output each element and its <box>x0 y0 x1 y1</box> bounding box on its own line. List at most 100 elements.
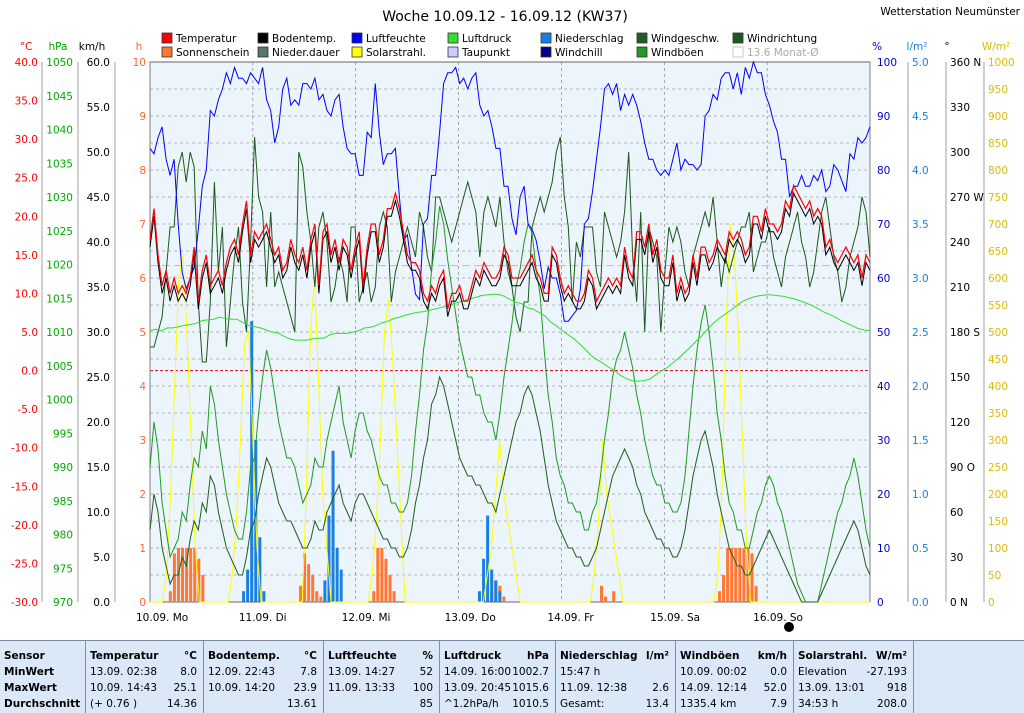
sunshine-bar <box>730 548 734 602</box>
rain-bar <box>490 569 494 602</box>
series-line-solarstrahl <box>150 223 870 603</box>
direction-tick-label: 60 <box>950 507 963 519</box>
hours-tick-label: 9 <box>139 111 146 123</box>
sunshine-bar <box>376 548 380 602</box>
sunshine-bar <box>311 575 315 602</box>
pressure-tick-label: 1020 <box>46 260 73 272</box>
table-cell: MinWert <box>4 666 55 678</box>
table-cell <box>79 680 85 696</box>
direction-tick-label: 270 W <box>950 192 984 204</box>
direction-tick-label: 0 N <box>950 597 968 609</box>
series-line-luftfeuchte <box>149 60 871 322</box>
solar-tick-label: 550 <box>988 300 1008 312</box>
table-cell: 15:47 h <box>560 666 601 678</box>
pressure-tick-label: 995 <box>53 428 73 440</box>
table-cell: l/m² <box>646 650 669 662</box>
humidity-tick-label: 40 <box>877 381 890 393</box>
legend-swatch <box>161 32 173 44</box>
rain-bar <box>250 321 254 602</box>
table-row: 12.09. 22:43 7.8 <box>208 664 323 680</box>
table-cell: 100 <box>412 682 433 694</box>
temp-tick-label: 30.0 <box>15 134 38 146</box>
solar-tick-label: 450 <box>988 354 1008 366</box>
legend-label: Luftdruck <box>462 33 512 45</box>
table-cell: 52 <box>419 666 433 678</box>
table-cell: 1002.7 <box>512 666 549 678</box>
wind-tick-label: 50.0 <box>87 147 110 159</box>
legend-swatch <box>540 46 552 58</box>
rain-bar <box>494 580 498 602</box>
temp-tick-label: -15.0 <box>11 481 38 493</box>
series-line-bodentemp <box>149 191 871 317</box>
direction-tick-label: 360 N <box>950 57 981 69</box>
legend-label: Windgeschw. <box>651 33 719 45</box>
sunshine-bar <box>172 553 176 602</box>
table-row: 13.61 <box>208 696 323 712</box>
humidity-tick-label: 90 <box>877 111 890 123</box>
pressure-tick-label: 1010 <box>46 327 73 339</box>
pressure-tick-label: 990 <box>53 462 73 474</box>
table-column: Luftdruck hPa 14.09. 16:00 1002.7 13.09. 20:… <box>440 641 556 713</box>
pressure-tick-label: 1035 <box>46 158 73 170</box>
wind-tick-label: 40.0 <box>87 237 110 249</box>
sunshine-bar <box>197 558 201 602</box>
series-line-windben <box>149 205 871 603</box>
table-cell: 10.09. 14:43 <box>90 682 157 694</box>
solar-tick-label: 350 <box>988 408 1008 420</box>
pressure-tick-label: 1015 <box>46 293 73 305</box>
table-row: 11.09. 13:33 100 <box>328 680 439 696</box>
table-row: 10.09. 00:02 0.0 <box>680 664 793 680</box>
table-row: 15:47 h <box>560 664 675 680</box>
legend-label: Taupunkt <box>461 47 510 59</box>
table-row: 10.09. 14:43 25.1 <box>90 680 203 696</box>
table-row: 13.09. 20:45 1015.6 <box>444 680 555 696</box>
solar-tick-label: 600 <box>988 273 1008 285</box>
wind-tick-label: 5.0 <box>93 552 110 564</box>
table-row: Niederschlag l/m² <box>560 648 675 664</box>
legend-label: Niederschlag <box>555 33 624 45</box>
summary-table: Sensor MinWert MaxWert Durchschnitt Temperat… <box>0 640 1024 713</box>
table-row: Durchschnitt <box>4 696 85 712</box>
sunshine-bar <box>181 548 185 602</box>
table-row: 85 <box>328 696 439 712</box>
x-tick-label: 15.09. Sa <box>650 612 700 624</box>
table-cell: km/h <box>757 650 787 662</box>
direction-tick-label: 330 <box>950 102 970 114</box>
series-line-luftdruck <box>149 293 871 382</box>
series-line-windgeschw <box>149 375 871 603</box>
sunshine-bar <box>315 591 319 602</box>
table-cell: 0.0 <box>770 666 787 678</box>
table-cell: 11.09. 12:38 <box>560 682 627 694</box>
table-row: 13.09. 13:01 918 <box>798 680 913 696</box>
sunshine-bar <box>722 575 726 602</box>
rain-tick-label: 3.0 <box>912 273 929 285</box>
table-cell: 13.4 <box>645 698 669 710</box>
solar-tick-label: 50 <box>988 570 1001 582</box>
direction-axis-unit: ° <box>944 41 949 53</box>
sunshine-bar <box>319 596 323 602</box>
table-row: Windböen km/h <box>680 648 793 664</box>
solar-tick-label: 950 <box>988 84 1008 96</box>
table-cell: Temperatur <box>90 650 159 662</box>
rain-tick-label: 4.0 <box>912 165 929 177</box>
rain-bar <box>339 569 343 602</box>
table-cell: °C <box>184 650 197 662</box>
sunshine-bar <box>392 591 396 602</box>
table-cell: 8.0 <box>180 666 197 678</box>
pressure-tick-label: 1040 <box>46 125 73 137</box>
table-cell: Elevation <box>798 666 847 678</box>
sunshine-bar <box>372 591 376 602</box>
grid <box>150 62 870 602</box>
humidity-tick-label: 80 <box>877 165 890 177</box>
table-cell: 208.0 <box>876 698 907 710</box>
legend-swatch <box>161 46 173 58</box>
table-cell: (+ 0.76 ) <box>90 698 138 710</box>
humidity-tick-label: 30 <box>877 435 890 447</box>
solar-tick-label: 0 <box>988 597 995 609</box>
direction-tick-label: 150 <box>950 372 970 384</box>
rain-bar <box>498 591 502 602</box>
sunshine-bar <box>734 548 738 602</box>
sunshine-bar <box>189 548 193 602</box>
wind-tick-label: 55.0 <box>87 102 110 114</box>
legend-label: Solarstrahl. <box>366 47 426 59</box>
